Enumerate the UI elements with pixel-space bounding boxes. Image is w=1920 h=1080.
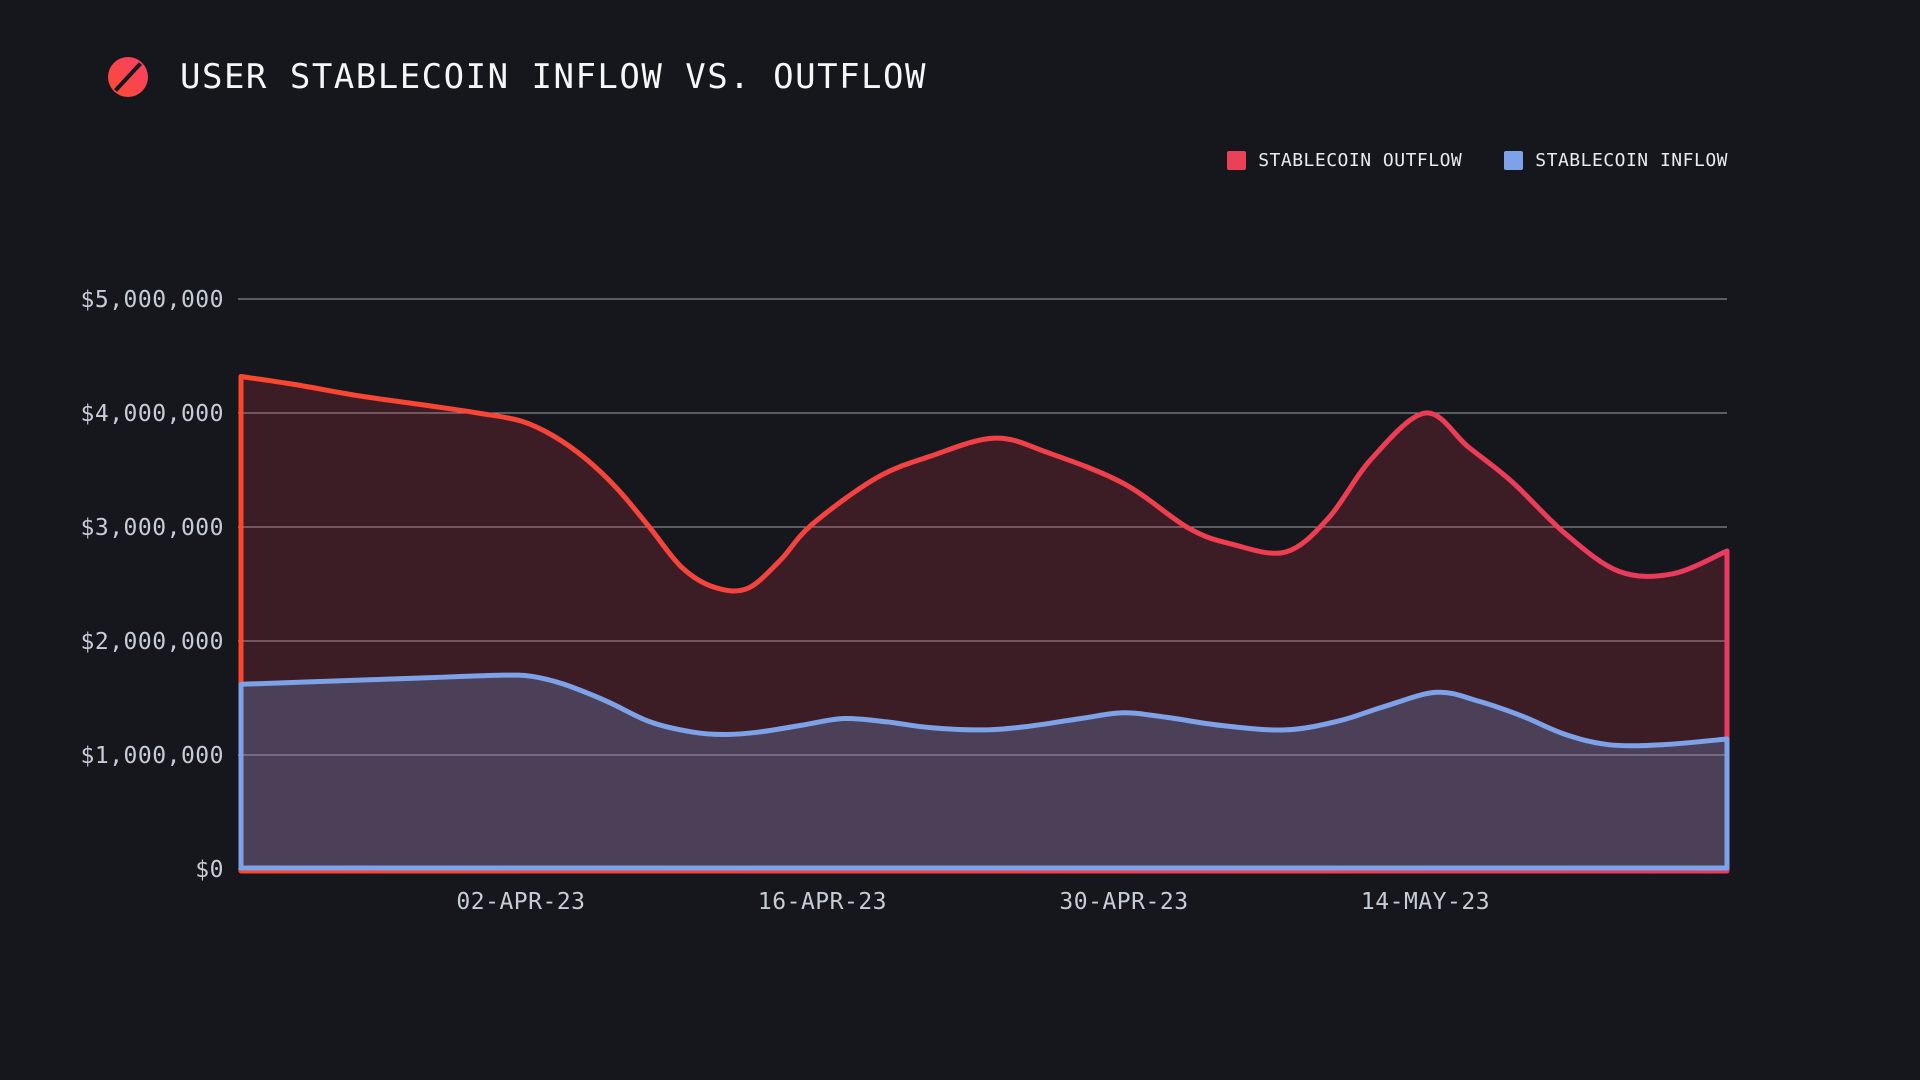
y-axis-tick: $0: [195, 857, 224, 883]
y-axis-tick: $3,000,000: [81, 515, 224, 541]
y-axis-tick: $2,000,000: [81, 629, 224, 655]
legend-label-outflow: STABLECOIN OUTFLOW: [1258, 150, 1463, 171]
series-layer: [238, 374, 1730, 874]
outflow-area: [238, 374, 1730, 874]
y-axis-tick: $1,000,000: [81, 743, 224, 769]
legend-item-inflow[interactable]: STABLECOIN INFLOW: [1504, 150, 1728, 171]
inflow-swatch-icon: [1504, 151, 1524, 170]
y-axis: $0 $1,000,000 $2,000,000 $3,000,000 $4,000,0…: [81, 287, 224, 883]
x-axis-tick: 30-APR-23: [1059, 889, 1188, 915]
legend-item-outflow[interactable]: STABLECOIN OUTFLOW: [1227, 150, 1462, 171]
page-title: USER STABLECOIN INFLOW VS. OUTFLOW: [180, 57, 927, 97]
x-axis-tick: 14-MAY-23: [1361, 889, 1490, 915]
legend: STABLECOIN OUTFLOW STABLECOIN INFLOW: [1227, 150, 1728, 171]
brand-logo-icon: [108, 57, 148, 97]
legend-label-inflow: STABLECOIN INFLOW: [1535, 150, 1728, 171]
x-axis-tick: 16-APR-23: [758, 889, 887, 915]
inflow-area: [238, 672, 1730, 871]
x-axis: 02-APR-23 16-APR-23 30-APR-23 14-MAY-23: [456, 889, 1490, 915]
x-axis-tick: 02-APR-23: [456, 889, 585, 915]
outflow-swatch-icon: [1227, 151, 1247, 170]
y-axis-tick: $5,000,000: [81, 287, 224, 313]
y-axis-tick: $4,000,000: [81, 401, 224, 427]
